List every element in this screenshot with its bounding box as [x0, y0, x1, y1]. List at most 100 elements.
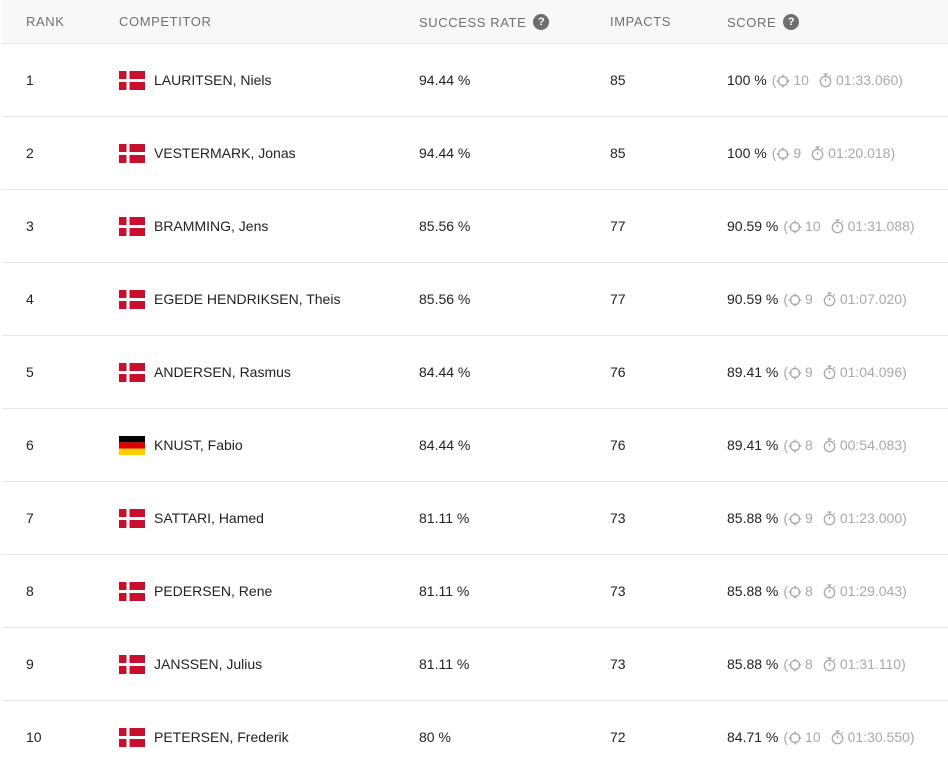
competitor-name[interactable]: BRAMMING, Jens	[154, 218, 269, 234]
denmark-flag-icon	[119, 509, 145, 528]
success-rate-cell: 81.11 %	[419, 583, 470, 599]
open-paren: (	[783, 510, 789, 526]
impacts-cell: 73	[610, 510, 626, 526]
time-value: 01:29.043)	[839, 583, 907, 599]
open-paren: (	[771, 72, 777, 88]
header-impacts-label: IMPACTS	[610, 14, 672, 29]
competitor-name[interactable]: KNUST, Fabio	[154, 437, 243, 453]
time-value: 01:31.088)	[847, 218, 915, 234]
table-row[interactable]: 9 JANSSEN, Julius 81.11 % 73 85.88 % ( 8	[2, 628, 948, 701]
crosshair-icon	[788, 366, 802, 380]
open-paren: (	[783, 291, 789, 307]
score-value: 85.88 %	[727, 583, 779, 599]
impacts-cell: 85	[610, 145, 626, 161]
score-value: 89.41 %	[727, 437, 779, 453]
rank-cell: 7	[26, 510, 34, 526]
stopwatch-icon	[831, 219, 844, 234]
header-competitor[interactable]: COMPETITOR	[119, 14, 211, 29]
competitor-name[interactable]: SATTARI, Hamed	[154, 510, 264, 526]
success-rate-cell: 80 %	[419, 729, 451, 745]
score-value: 90.59 %	[727, 291, 779, 307]
table-row[interactable]: 10 PETERSEN, Frederik 80 % 72 84.71 % ( …	[2, 701, 948, 774]
denmark-flag-icon	[119, 582, 145, 601]
score-value: 89.41 %	[727, 364, 779, 380]
table-row[interactable]: 5 ANDERSEN, Rasmus 84.44 % 76 89.41 % ( …	[2, 336, 948, 409]
rank-cell: 4	[26, 291, 34, 307]
competitor-name[interactable]: PEDERSEN, Rene	[154, 583, 273, 599]
table-row[interactable]: 4 EGEDE HENDRIKSEN, Theis 85.56 % 77 90.…	[2, 263, 948, 336]
hits-value: 9	[805, 510, 813, 526]
score-value: 84.71 %	[727, 729, 779, 745]
time-value: 01:07.020)	[839, 291, 907, 307]
header-impacts[interactable]: IMPACTS	[610, 14, 671, 29]
score-details: ( 9	[767, 145, 895, 162]
crosshair-icon	[788, 220, 802, 234]
competitor-name[interactable]: LAURITSEN, Niels	[154, 72, 272, 88]
impacts-cell: 72	[610, 729, 626, 745]
time-value: 01:23.000)	[839, 510, 907, 526]
table-body: 1 LAURITSEN, Niels 94.44 % 85 100 % ( 10	[2, 44, 948, 774]
score-value: 90.59 %	[727, 218, 779, 234]
score-value: 85.88 %	[727, 510, 779, 526]
table-row[interactable]: 6 KNUST, Fabio 84.44 % 76 89.41 % ( 8	[2, 409, 948, 482]
success-rate-cell: 85.56 %	[419, 218, 471, 234]
table-row[interactable]: 1 LAURITSEN, Niels 94.44 % 85 100 % ( 10	[2, 44, 948, 117]
score-details: ( 9	[778, 364, 906, 381]
table-row[interactable]: 8 PEDERSEN, Rene 81.11 % 73 85.88 % ( 8	[2, 555, 948, 628]
table-row[interactable]: 3 BRAMMING, Jens 85.56 % 77 90.59 % ( 10	[2, 190, 948, 263]
impacts-cell: 85	[610, 72, 626, 88]
open-paren: (	[771, 145, 777, 161]
success-rate-cell: 94.44 %	[419, 145, 471, 161]
hits-value: 9	[793, 145, 802, 161]
rank-cell: 6	[26, 437, 34, 453]
header-score-label: SCORE	[727, 14, 777, 30]
impacts-cell: 77	[610, 291, 626, 307]
time-value: 01:20.018)	[828, 145, 896, 161]
denmark-flag-icon	[119, 655, 145, 674]
denmark-flag-icon	[119, 71, 145, 90]
rank-cell: 2	[26, 145, 34, 161]
score-details: ( 9	[778, 510, 906, 527]
table-row[interactable]: 2 VESTERMARK, Jonas 94.44 % 85 100 % ( 9	[2, 117, 948, 190]
competitor-name[interactable]: VESTERMARK, Jonas	[154, 145, 296, 161]
score-details: ( 9	[778, 291, 906, 308]
competitor-name[interactable]: EGEDE HENDRIKSEN, Theis	[154, 291, 341, 307]
score-details: ( 8	[778, 656, 905, 673]
open-paren: (	[783, 218, 789, 234]
competitor-name[interactable]: PETERSEN, Frederik	[154, 729, 289, 745]
success-rate-cell: 84.44 %	[419, 364, 471, 380]
header-success-rate-label: SUCCESS RATE	[419, 14, 527, 30]
germany-flag-icon	[119, 436, 145, 455]
success-rate-cell: 85.56 %	[419, 291, 471, 307]
denmark-flag-icon	[119, 363, 145, 382]
impacts-cell: 77	[610, 218, 626, 234]
header-success-rate[interactable]: SUCCESS RATE ?	[419, 14, 550, 30]
score-details: ( 8	[778, 437, 906, 454]
table-row[interactable]: 7 SATTARI, Hamed 81.11 % 73 85.88 % ( 9	[2, 482, 948, 555]
stopwatch-icon	[823, 438, 836, 453]
hits-value: 8	[805, 656, 813, 672]
rank-cell: 8	[26, 583, 34, 599]
competitor-name[interactable]: ANDERSEN, Rasmus	[154, 364, 291, 380]
stopwatch-icon	[823, 584, 836, 599]
score-details: ( 10	[778, 218, 914, 235]
header-competitor-label: COMPETITOR	[119, 14, 212, 29]
open-paren: (	[783, 656, 789, 672]
success-rate-help-icon[interactable]: ?	[533, 14, 550, 30]
stopwatch-icon	[823, 511, 836, 526]
impacts-cell: 73	[610, 656, 626, 672]
time-value: 01:31.110)	[839, 656, 906, 672]
success-rate-cell: 94.44 %	[419, 72, 471, 88]
score-value: 100 %	[727, 72, 767, 88]
competitor-name[interactable]: JANSSEN, Julius	[154, 656, 263, 672]
header-rank[interactable]: RANK	[26, 14, 65, 29]
score-cell: 100 % ( 10	[727, 72, 903, 89]
header-score[interactable]: SCORE ?	[727, 14, 800, 30]
stopwatch-icon	[811, 146, 824, 161]
score-cell: 85.88 % ( 9	[727, 510, 907, 527]
success-rate-cell: 81.11 %	[419, 656, 470, 672]
crosshair-icon	[788, 658, 802, 672]
score-help-icon[interactable]: ?	[783, 14, 800, 30]
score-cell: 89.41 % ( 8	[727, 437, 907, 454]
